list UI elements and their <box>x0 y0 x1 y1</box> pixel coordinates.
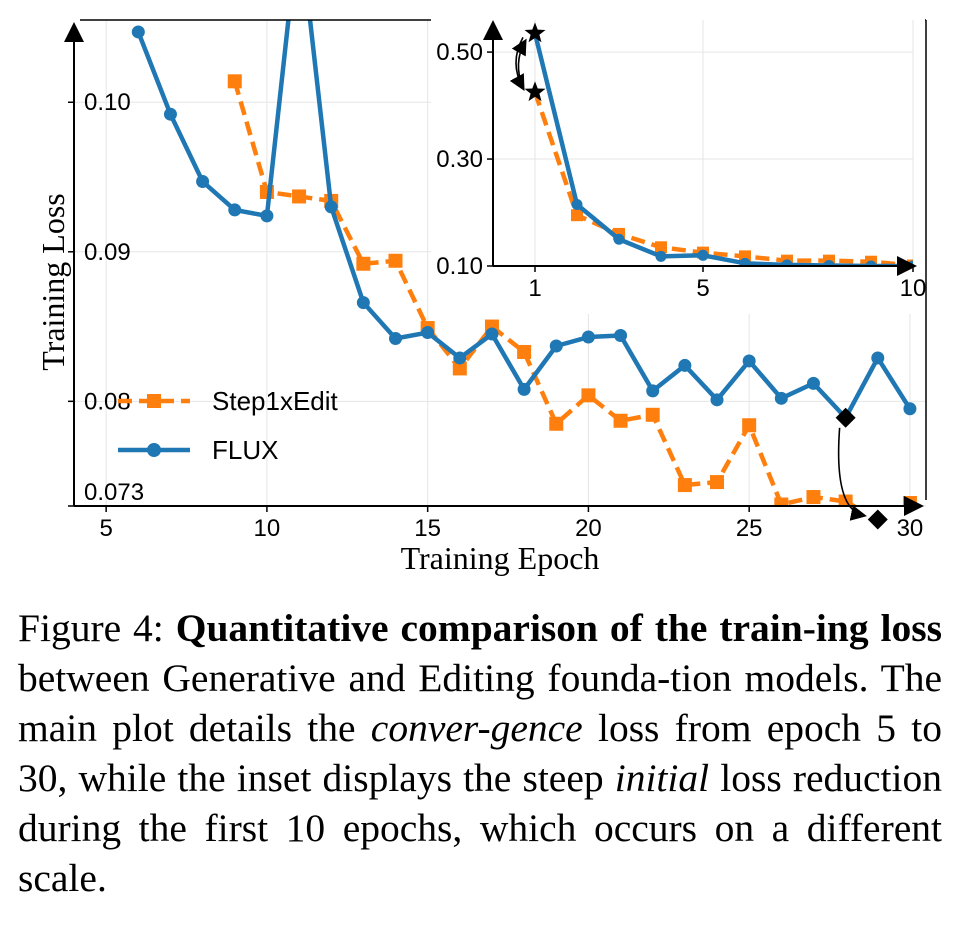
data-point-flux <box>228 203 242 217</box>
inset-x-tick-label: 5 <box>696 275 709 302</box>
data-point-step1xedit <box>613 413 628 428</box>
data-point-flux <box>260 209 274 223</box>
data-point-flux <box>131 25 145 39</box>
legend-marker-step1xedit <box>147 394 161 408</box>
caption-emphasis-1: conver-gence <box>370 706 583 750</box>
x-tick-label: 25 <box>736 515 763 542</box>
inset-x-tick-label: 1 <box>528 275 541 302</box>
data-point-flux <box>421 326 435 340</box>
inset-y-tick-label: 0.30 <box>436 146 483 173</box>
data-point-flux <box>806 376 820 390</box>
series-line-step1xedit <box>232 80 911 506</box>
legend-label-flux: FLUX <box>212 435 278 465</box>
data-point-flux <box>324 200 338 214</box>
y-axis-title: Training Loss <box>35 193 71 371</box>
inset-data-point-flux <box>823 259 835 266</box>
data-point-step1xedit <box>292 189 307 204</box>
data-point-flux <box>453 351 467 365</box>
data-point-step1xedit <box>645 407 660 422</box>
inset-data-point-flux <box>739 257 751 266</box>
data-point-step1xedit <box>227 74 242 89</box>
inset-data-point-step1xedit <box>655 241 667 254</box>
data-point-flux <box>646 384 660 398</box>
data-point-flux <box>163 107 177 121</box>
x-tick-label: 20 <box>575 515 602 542</box>
data-point-flux <box>196 175 210 189</box>
caption-emphasis-2: initial <box>614 756 710 800</box>
data-point-flux <box>517 382 531 396</box>
data-point-step1xedit <box>806 490 821 505</box>
inset-data-point-flux <box>697 249 709 261</box>
data-point-flux <box>678 358 692 372</box>
caption-text-2: loss from epoch 5 to 30, while the inset… <box>18 706 942 800</box>
inset-background <box>431 18 925 314</box>
caption-text-3: loss reduction during the first 10 epoch… <box>18 756 942 900</box>
data-point-flux <box>549 339 563 353</box>
data-point-flux <box>356 296 370 310</box>
y-tick-label: 0.10 <box>84 89 131 116</box>
highlight-star-step1xedit <box>524 81 546 102</box>
data-point-step1xedit <box>452 361 467 376</box>
inset-y-tick-label: 0.10 <box>436 253 483 280</box>
data-point-flux <box>710 393 724 407</box>
data-point-step1xedit <box>742 418 757 433</box>
inset-y-tick-label: 0.50 <box>436 39 483 66</box>
caption-label: Figure 4: <box>18 606 176 650</box>
data-point-step1xedit <box>388 253 403 268</box>
highlight-marker-step1xedit <box>867 509 888 530</box>
highlight-star-flux <box>524 22 546 43</box>
caption-text-1: between Generative and Editing founda-ti… <box>18 656 942 750</box>
legend-label-step1xedit: Step1xEdit <box>212 386 339 416</box>
annotation-arrows <box>509 22 888 530</box>
x-axis-title: Training Epoch <box>401 540 600 576</box>
data-point-flux <box>774 391 788 405</box>
inset-data-point-step1xedit <box>739 250 751 263</box>
y-tick-label: 0.09 <box>84 239 131 266</box>
data-point-flux <box>389 332 403 346</box>
legend-marker-flux <box>147 443 161 457</box>
highlight-marker-flux <box>835 407 856 428</box>
data-point-flux <box>614 329 628 343</box>
legend: Step1xEdit FLUX <box>118 386 339 465</box>
data-point-flux <box>742 354 756 368</box>
inset-data-point-flux <box>613 233 625 245</box>
inset-data-point-flux <box>781 259 793 266</box>
x-tick-label: 30 <box>897 515 924 542</box>
x-tick-label: 15 <box>414 515 441 542</box>
data-point-flux <box>485 327 499 341</box>
inset-data-point-flux <box>655 250 667 262</box>
data-point-step1xedit <box>356 256 371 271</box>
data-point-step1xedit <box>677 478 692 493</box>
data-point-step1xedit <box>581 388 596 403</box>
data-point-step1xedit <box>517 344 532 359</box>
figure-caption: Figure 4: Quantitative comparison of the… <box>18 603 942 903</box>
y-tick-label: 0.073 <box>84 479 144 506</box>
inset-data-point-flux <box>865 260 877 266</box>
data-point-step1xedit <box>549 416 564 431</box>
data-point-step1xedit <box>774 497 789 506</box>
inset-x-tick-label: 10 <box>900 275 927 302</box>
x-tick-label: 10 <box>254 515 281 542</box>
inset-data-point-flux <box>571 199 583 210</box>
caption-bold: Quantitative comparison of the train-ing… <box>175 606 942 650</box>
data-point-flux <box>903 402 917 416</box>
x-tick-label: 5 <box>99 515 112 542</box>
inset-data-point-step1xedit <box>571 209 583 222</box>
data-point-flux <box>581 330 595 344</box>
data-point-step1xedit <box>710 475 725 490</box>
data-point-flux <box>871 351 885 365</box>
